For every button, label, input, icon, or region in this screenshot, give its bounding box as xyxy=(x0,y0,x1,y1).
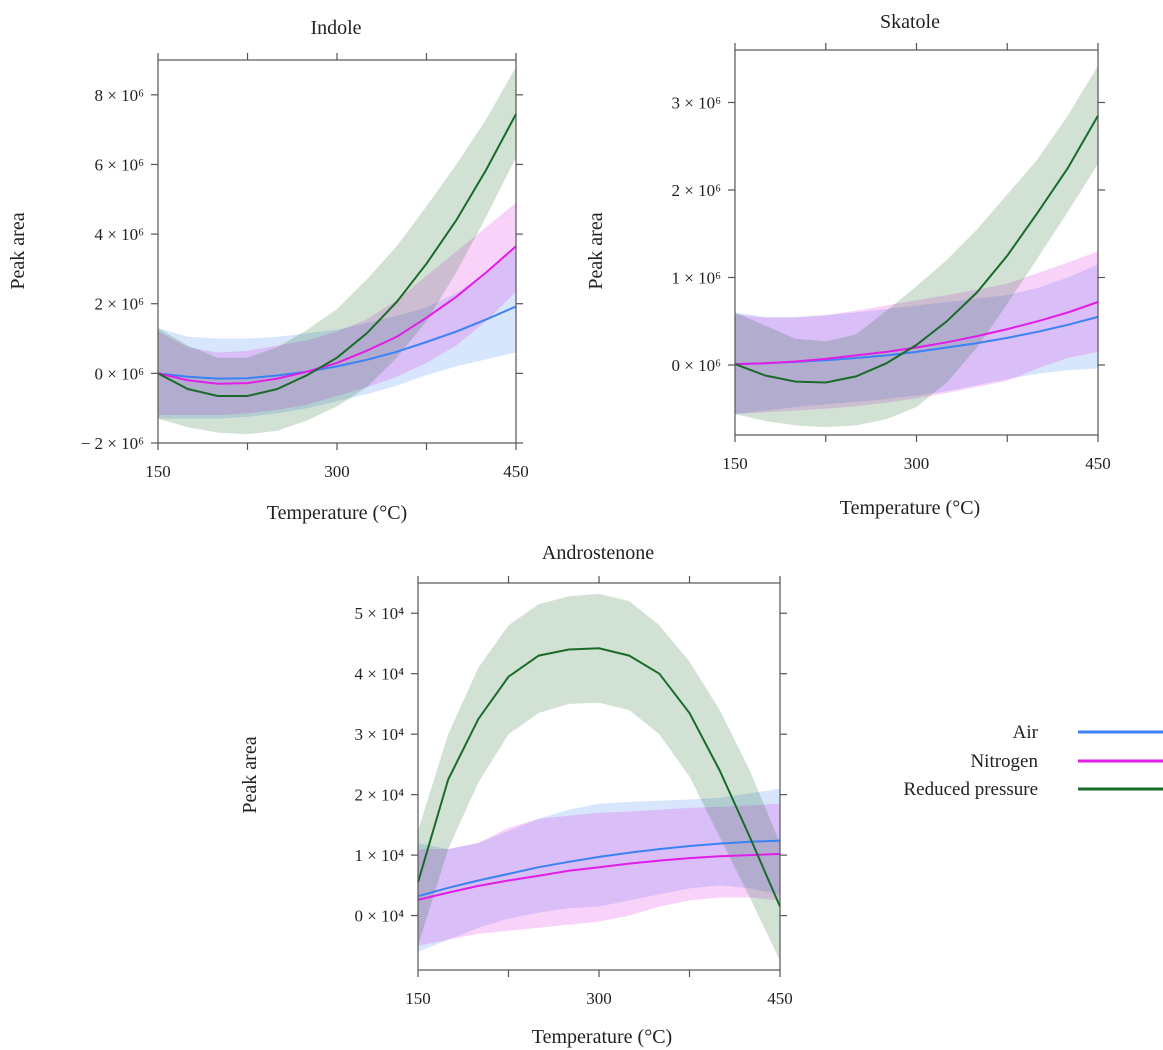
skatole-x-axis-label: Temperature (°C) xyxy=(840,497,980,519)
androstenone-y-tick-label: 5 × 10⁴ xyxy=(354,604,404,623)
androstenone-y-tick-label: 0 × 10⁴ xyxy=(354,907,404,926)
legend-label-air: Air xyxy=(1013,722,1039,743)
legend-label-reduced-pressure: Reduced pressure xyxy=(903,779,1038,800)
androstenone-title: Androstenone xyxy=(542,542,654,564)
skatole-y-tick-label: 3 × 10⁶ xyxy=(671,94,721,113)
skatole-line-reduced-pressure xyxy=(734,115,1099,384)
androstenone-line-reduced-pressure xyxy=(417,647,781,907)
skatole-line-nitrogen xyxy=(734,301,1099,366)
androstenone-panel: Androstenone Peak area Temperature (°C) … xyxy=(239,542,793,1048)
skatole-band-nitrogen xyxy=(735,251,1098,414)
indole-y-tick-label: 2 × 10⁶ xyxy=(94,295,144,314)
indole-line-air xyxy=(157,305,517,380)
skatole-title: Skatole xyxy=(880,11,940,33)
indole-y-tick-label: 4 × 10⁶ xyxy=(94,225,144,244)
androstenone-band-reduced-pressure xyxy=(418,593,780,961)
indole-x-axis-label: Temperature (°C) xyxy=(267,502,407,524)
skatole-y-axis-label: Peak area xyxy=(585,212,607,289)
indole-line-reduced-pressure xyxy=(157,113,517,397)
indole-band-nitrogen xyxy=(158,202,516,416)
androstenone-x-tick-label: 150 xyxy=(405,989,431,1008)
indole-y-tick-label: − 2 × 10⁶ xyxy=(81,434,144,453)
indole-band-air xyxy=(158,248,516,419)
androstenone-x-axis-label: Temperature (°C) xyxy=(532,1026,672,1048)
indole-x-tick-label: 450 xyxy=(503,462,529,481)
skatole-panel: Skatole Peak area Temperature (°C) 150 30… xyxy=(585,11,1111,519)
androstenone-x-tick-label: 450 xyxy=(767,989,793,1008)
androstenone-y-tick-label: 2 × 10⁴ xyxy=(354,786,404,805)
skatole-y-tick-label: 1 × 10⁶ xyxy=(671,269,721,288)
androstenone-y-tick-label: 1 × 10⁴ xyxy=(354,846,404,865)
skatole-band-reduced-pressure xyxy=(735,65,1098,428)
skatole-y-tick-label: 2 × 10⁶ xyxy=(671,181,721,200)
androstenone-y-tick-label: 4 × 10⁴ xyxy=(354,665,404,684)
indole-panel: Indole Peak area Temperature (°C) 150 300… xyxy=(7,17,529,524)
skatole-x-tick-label: 300 xyxy=(904,454,930,473)
skatole-x-tick-label: 150 xyxy=(722,454,748,473)
indole-band-reduced-pressure xyxy=(158,67,516,435)
indole-title: Indole xyxy=(310,17,361,39)
indole-x-tick-label: 150 xyxy=(145,462,171,481)
androstenone-x-tick-label: 300 xyxy=(586,989,612,1008)
skatole-band-air xyxy=(735,264,1098,414)
legend-label-nitrogen: Nitrogen xyxy=(970,751,1038,772)
androstenone-y-axis-label: Peak area xyxy=(239,736,261,813)
legend: Air Nitrogen Reduced pressure xyxy=(903,722,1163,800)
indole-x-tick-label: 300 xyxy=(324,462,350,481)
androstenone-y-tick-label: 3 × 10⁴ xyxy=(354,725,404,744)
androstenone-line-nitrogen xyxy=(417,852,781,901)
indole-y-tick-label: 0 × 10⁶ xyxy=(94,364,144,383)
indole-y-tick-label: 8 × 10⁶ xyxy=(94,86,144,105)
indole-y-tick-label: 6 × 10⁶ xyxy=(94,155,144,174)
skatole-x-tick-label: 450 xyxy=(1085,454,1111,473)
indole-line-nitrogen xyxy=(157,245,517,385)
indole-y-axis-label: Peak area xyxy=(7,212,29,289)
skatole-y-tick-label: 0 × 10⁶ xyxy=(671,356,721,375)
androstenone-line-air xyxy=(417,839,781,898)
androstenone-band-air xyxy=(418,788,780,952)
androstenone-band-nitrogen xyxy=(418,803,780,946)
